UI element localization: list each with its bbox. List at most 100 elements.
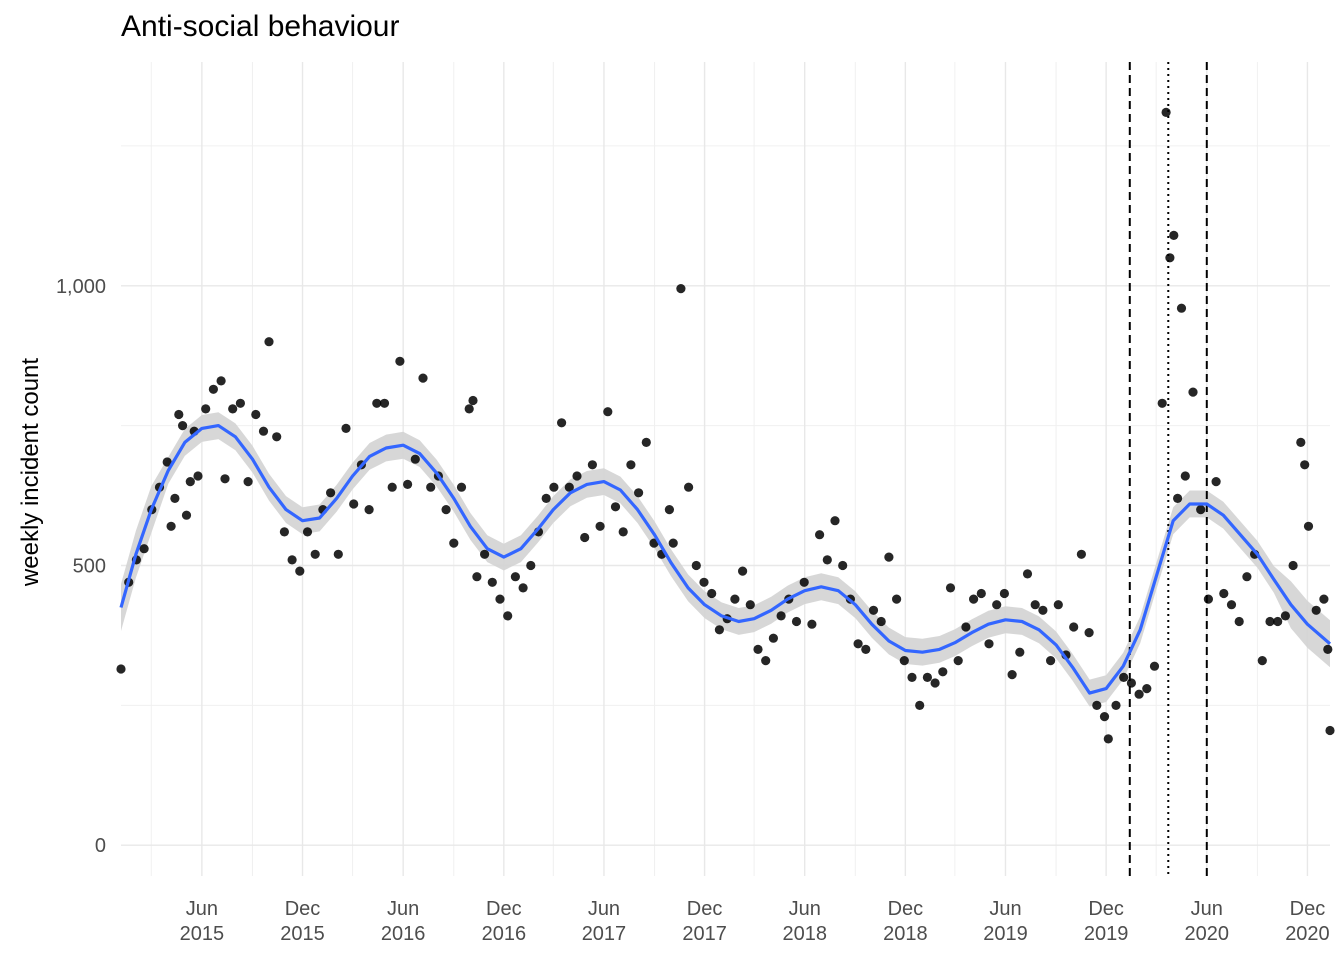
x-tick-label: Jun <box>789 898 821 920</box>
data-point <box>868 605 879 615</box>
data-point <box>1053 600 1063 610</box>
data-point <box>976 588 986 599</box>
data-point <box>1142 684 1152 694</box>
data-point <box>1303 521 1314 531</box>
data-point <box>861 644 871 655</box>
data-point <box>768 633 779 643</box>
data-point <box>938 667 948 677</box>
data-point <box>410 454 420 464</box>
data-point <box>745 600 755 610</box>
data-point <box>1273 616 1283 627</box>
data-point <box>178 421 188 431</box>
x-tick-label: 2017 <box>682 923 727 945</box>
data-point <box>279 527 289 537</box>
data-point <box>1149 661 1160 671</box>
data-point <box>907 672 917 683</box>
data-point <box>915 700 925 711</box>
data-point <box>1038 605 1048 615</box>
data-point <box>379 398 390 408</box>
data-point <box>228 404 238 414</box>
data-point <box>349 499 359 509</box>
data-point <box>395 356 405 366</box>
data-point <box>892 594 902 604</box>
x-tick-label: Dec <box>687 898 723 920</box>
data-point <box>302 527 313 537</box>
y-axis-title: weekly incident count <box>17 358 44 587</box>
data-point <box>1076 549 1086 559</box>
grid-layer <box>121 62 1330 876</box>
data-point <box>1300 460 1310 470</box>
data-point <box>730 594 740 604</box>
data-point <box>1226 600 1237 610</box>
data-point <box>930 678 940 688</box>
x-tick-label: 2020 <box>1285 923 1330 945</box>
smooth-line-layer <box>119 424 1332 695</box>
data-point <box>162 457 172 467</box>
data-point <box>1188 387 1198 397</box>
data-point <box>287 555 297 565</box>
data-point <box>664 505 675 515</box>
data-point <box>326 488 336 498</box>
data-point <box>1015 647 1025 657</box>
data-point <box>580 532 590 543</box>
x-tick-label: Dec <box>285 898 321 920</box>
data-point <box>341 423 351 433</box>
data-point <box>403 479 413 489</box>
data-point <box>116 664 126 674</box>
data-point <box>1311 605 1321 615</box>
data-point <box>220 474 230 484</box>
data-point <box>684 482 694 492</box>
data-point <box>876 616 886 627</box>
x-tick-label: 2019 <box>983 923 1028 945</box>
data-point <box>170 493 180 503</box>
data-point <box>372 398 382 408</box>
x-tick-label: 2020 <box>1185 923 1230 945</box>
data-point <box>208 384 218 394</box>
data-point <box>595 521 605 531</box>
data-point <box>884 552 894 562</box>
data-point <box>1180 471 1190 481</box>
x-tick-label: Jun <box>387 898 419 920</box>
chart-title: Anti-social behaviour <box>121 10 400 43</box>
data-point <box>899 656 909 666</box>
data-point <box>1119 672 1129 683</box>
data-point <box>738 566 748 576</box>
data-point <box>193 471 203 481</box>
data-point <box>418 373 428 383</box>
data-point <box>807 619 817 629</box>
data-point <box>641 437 651 447</box>
data-point <box>258 426 269 436</box>
x-tick-label: Dec <box>486 898 522 920</box>
data-point <box>503 611 513 621</box>
data-point <box>216 376 226 386</box>
data-point <box>1134 689 1144 699</box>
data-point <box>572 471 582 481</box>
data-point <box>468 395 478 406</box>
data-point <box>549 482 559 492</box>
data-point <box>1319 594 1329 604</box>
data-point <box>603 407 613 417</box>
data-point <box>1173 493 1183 503</box>
data-point <box>333 549 343 559</box>
data-point <box>1242 572 1252 582</box>
data-point <box>945 583 956 593</box>
data-point <box>449 538 459 548</box>
data-point <box>1257 656 1267 666</box>
data-point <box>1296 437 1306 447</box>
data-point <box>272 432 282 442</box>
x-tick-label: 2015 <box>180 923 225 945</box>
data-point <box>235 398 245 408</box>
data-point <box>1325 725 1335 736</box>
data-point <box>1288 560 1298 571</box>
data-point <box>1007 670 1017 680</box>
data-point <box>799 577 809 587</box>
data-point <box>618 527 628 537</box>
data-point <box>1157 398 1167 408</box>
data-point <box>699 577 709 587</box>
axis-labels-layer: 0 500 1,000 Jun 2015 Dec 2015 Jun 2016 Dec 2016 Jun… <box>56 276 1330 945</box>
data-point <box>185 477 195 487</box>
x-tick-label: 2016 <box>381 923 426 945</box>
x-tick-label: 2016 <box>482 923 527 945</box>
data-point <box>456 482 467 492</box>
